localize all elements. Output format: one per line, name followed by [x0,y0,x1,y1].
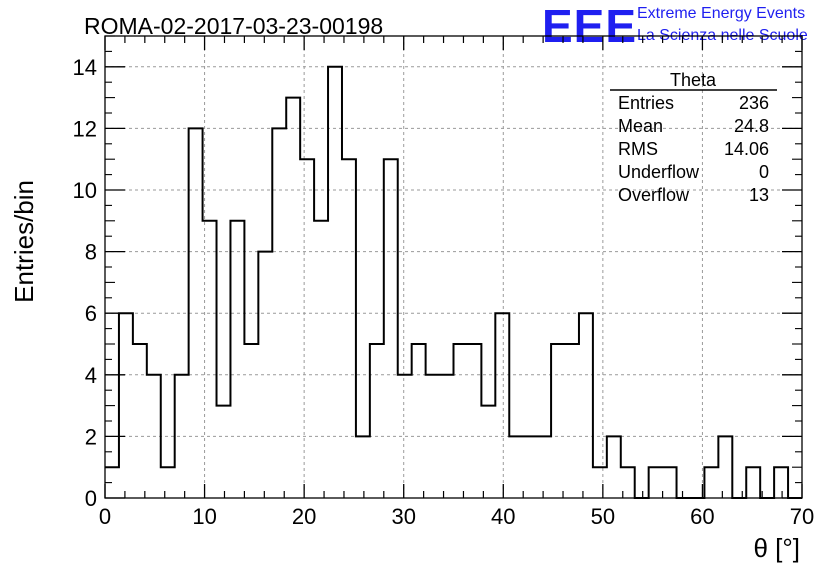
stats-row-label: RMS [618,139,658,159]
y-tick-label: 2 [85,424,97,449]
histogram-outline [105,67,802,498]
stats-row-label: Mean [618,116,663,136]
x-tick-label: 70 [790,504,814,529]
y-tick-label: 6 [85,301,97,326]
y-axis-label: Entries/bin [9,180,39,303]
x-tick-label: 40 [491,504,515,529]
y-tick-label: 10 [73,178,97,203]
stats-row-label: Overflow [618,185,690,205]
stats-row-value: 24.8 [734,116,769,136]
plot-frame [105,36,802,498]
stats-row-value: 14.06 [724,139,769,159]
y-tick-label: 0 [85,486,97,511]
stats-row-value: 0 [759,162,769,182]
logo-line1: Extreme Energy Events [637,5,805,22]
logo-mark: EEE [542,0,637,52]
stats-row-value: 13 [749,185,769,205]
tick-labels: 0 10 20 30 40 50 60 70 0 2 4 6 8 10 12 14 [73,55,815,529]
stats-row-label: Underflow [618,162,700,182]
stats-row-value: 236 [739,93,769,113]
grid [105,36,802,498]
x-tick-label: 10 [192,504,216,529]
stats-name: Theta [670,70,717,90]
x-tick-label: 20 [292,504,316,529]
x-tick-label: 30 [391,504,415,529]
y-tick-label: 4 [85,363,97,388]
axis-ticks [105,36,802,498]
y-tick-label: 12 [73,116,97,141]
y-tick-label: 8 [85,240,97,265]
eee-logo: EEE Extreme Energy Events La Scienza nel… [542,0,808,52]
chart-title: ROMA-02-2017-03-23-00198 [84,13,383,39]
x-tick-label: 50 [591,504,615,529]
x-axis-label: θ [°] [753,533,800,563]
x-tick-label: 0 [99,504,111,529]
x-tick-label: 60 [690,504,714,529]
stats-box: Theta Entries 236 Mean 24.8 RMS 14.06 Underflo… [610,70,777,205]
stats-rows: Entries 236 Mean 24.8 RMS 14.06 Underflow 0 Over… [618,93,769,205]
y-tick-label: 14 [73,55,97,80]
stats-row-label: Entries [618,93,674,113]
